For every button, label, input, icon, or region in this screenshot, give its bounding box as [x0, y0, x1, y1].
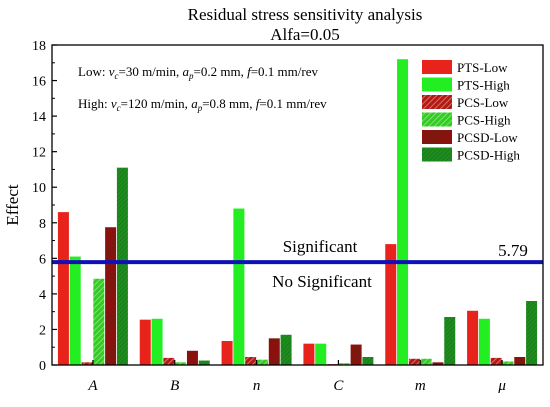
legend-label-pts-low: PTS-Low [457, 60, 508, 75]
y-tick-label: 10 [32, 181, 46, 196]
bar-pts-high-4 [397, 59, 409, 365]
legend-swatch-pcsd-low [422, 130, 452, 144]
legend-swatch-pcsd-high [422, 147, 452, 162]
y-tick-label: 4 [39, 288, 46, 303]
bar-pcsd-low-1 [186, 350, 198, 365]
bar-pcs-high-4 [420, 358, 432, 365]
low-condition: Low: vc=30 m/min, ap=0.2 mm, f=0.1 mm/re… [78, 64, 318, 81]
legend-label-pcs-high: PCS-High [457, 113, 511, 128]
threshold-value-label: 5.79 [498, 241, 528, 260]
x-tick-label: m [415, 378, 426, 394]
y-axis-label: Effect [3, 184, 22, 225]
high-condition: High: vc=120 m/min, ap=0.8 mm, f=0.1 mm/… [78, 96, 327, 113]
y-tick-label: 14 [32, 110, 46, 125]
bar-pcs-high-3 [338, 363, 350, 365]
bar-pcs-low-1 [163, 357, 175, 365]
x-tick-label: μ [497, 378, 506, 394]
bar-pcsd-low-5 [514, 357, 526, 365]
y-tick-label: 16 [32, 75, 46, 90]
bar-pts-high-2 [233, 208, 245, 365]
bar-pcsd-low-0 [105, 227, 117, 365]
bar-pcsd-high-4 [444, 317, 456, 365]
bar-pts-high-5 [478, 318, 490, 365]
chart-subtitle: Alfa=0.05 [270, 25, 340, 44]
plot-frame [51, 44, 544, 366]
bar-pcsd-high-0 [116, 167, 128, 365]
y-axis-ticks: 0 2 4 6 8 10 12 14 16 18 [32, 39, 57, 374]
bar-pts-low-0 [57, 212, 69, 365]
bar-pcsd-high-2 [280, 334, 292, 365]
bar-pcsd-high-5 [526, 301, 538, 365]
bar-pcs-low-2 [245, 357, 257, 365]
bar-pcsd-low-2 [268, 338, 280, 365]
legend-swatch-pts-low [422, 60, 452, 74]
bar-pcsd-low-4 [432, 362, 444, 365]
bar-pcs-low-4 [408, 358, 420, 365]
x-tick-label: B [170, 378, 179, 394]
chart-title: Residual stress sensitivity analysis [188, 5, 423, 24]
bar-pcs-high-5 [502, 361, 514, 365]
x-tick-label: A [87, 378, 98, 394]
y-tick-label: 8 [39, 217, 46, 232]
bar-pts-high-3 [315, 343, 327, 365]
x-tick-label: n [253, 378, 261, 394]
y-tick-label: 6 [39, 252, 46, 267]
legend-label-pcsd-low: PCSD-Low [457, 130, 518, 145]
legend-label-pcsd-high: PCSD-High [457, 148, 520, 163]
no-significant-label: No Significant [272, 272, 372, 291]
conditions-text: Low: vc=30 m/min, ap=0.2 mm, f=0.1 mm/re… [78, 64, 327, 113]
bar-pcs-high-2 [256, 359, 268, 365]
legend-swatch-pcs-high [422, 112, 452, 127]
bar-pcsd-low-3 [350, 344, 362, 365]
bar-pts-low-5 [467, 310, 479, 365]
legend-swatch-pts-high [422, 77, 452, 92]
bars-group [57, 59, 538, 365]
bar-pcs-low-5 [490, 357, 502, 365]
bar-pcs-high-0 [93, 278, 105, 365]
bar-pcsd-high-3 [362, 357, 374, 365]
y-tick-label: 0 [39, 359, 46, 374]
legend-label-pts-high: PTS-High [457, 78, 510, 93]
bar-pts-low-3 [303, 343, 315, 365]
legend-swatch-pcs-low [422, 95, 452, 109]
y-tick-label: 18 [32, 39, 46, 54]
significant-label: Significant [283, 237, 358, 256]
bar-pts-high-1 [151, 318, 163, 365]
x-tick-label: C [333, 378, 344, 394]
bar-pts-low-4 [385, 244, 397, 365]
legend-label-pcs-low: PCS-Low [457, 95, 509, 110]
bar-pcs-low-0 [81, 362, 93, 365]
bar-pcsd-high-1 [198, 360, 210, 365]
bar-pts-low-1 [139, 319, 151, 365]
bar-pcs-high-1 [175, 362, 187, 365]
bar-pts-low-2 [221, 341, 233, 365]
y-tick-label: 2 [39, 323, 46, 338]
legend: PTS-Low PTS-High PCS-Low PCS-High PCSD-Low PC… [422, 60, 520, 163]
bar-pts-high-0 [69, 256, 81, 365]
y-tick-label: 12 [32, 146, 46, 161]
